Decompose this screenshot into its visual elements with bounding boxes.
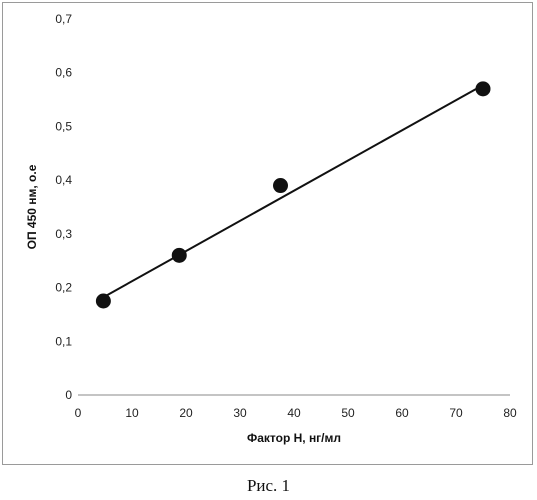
x-tick-labels: 0 10 20 30 40 50 60 70 80: [75, 406, 517, 420]
data-point: [96, 294, 111, 309]
x-tick-label: 60: [395, 406, 409, 420]
data-point: [476, 81, 491, 96]
x-tick-label: 40: [287, 406, 301, 420]
y-tick-label: 0: [65, 388, 72, 402]
y-tick-label: 0,7: [55, 12, 72, 26]
x-tick-label: 10: [125, 406, 139, 420]
data-points: [96, 81, 491, 308]
x-tick-label: 30: [233, 406, 247, 420]
x-tick-label: 0: [75, 406, 82, 420]
y-tick-label: 0,3: [55, 227, 72, 241]
data-point: [273, 178, 288, 193]
chart-svg: 0 10 20 30 40 50 60 70 80 0 0,1 0,2 0,3 0,4 0,5 0,6 0,7…: [0, 0, 537, 470]
y-axis-title: ОП 450 нм, о.е: [25, 164, 39, 249]
trendline: [103, 85, 483, 297]
x-tick-label: 80: [503, 406, 517, 420]
x-axis-title: Фактор Н, нг/мл: [247, 431, 341, 445]
data-point: [172, 248, 187, 263]
y-tick-label: 0,4: [55, 173, 72, 187]
y-tick-labels: 0 0,1 0,2 0,3 0,4 0,5 0,6 0,7: [55, 12, 72, 402]
y-tick-label: 0,6: [55, 66, 72, 80]
y-tick-label: 0,5: [55, 119, 72, 133]
x-tick-label: 50: [341, 406, 355, 420]
figure-caption: Рис. 1: [0, 476, 537, 496]
trendline-group: [103, 85, 483, 297]
x-tick-label: 20: [179, 406, 193, 420]
y-tick-label: 0,1: [55, 334, 72, 348]
y-tick-label: 0,2: [55, 281, 72, 295]
x-tick-label: 70: [449, 406, 463, 420]
